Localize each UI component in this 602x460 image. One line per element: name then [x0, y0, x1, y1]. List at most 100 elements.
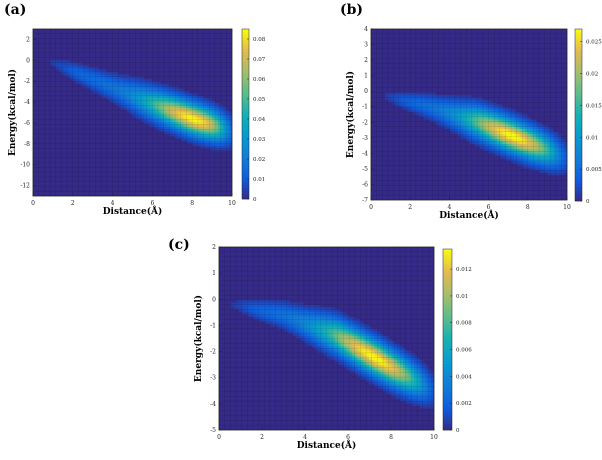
- heatmap-cell: [292, 316, 296, 320]
- heatmap-cell: [371, 338, 375, 341]
- heatmap-cell: [61, 60, 65, 63]
- heatmap-cell: [527, 158, 531, 161]
- heatmap-cell: [385, 379, 389, 382]
- heatmap-cell: [329, 314, 333, 317]
- heatmap-cell: [272, 324, 276, 327]
- heatmap-cell: [431, 384, 435, 387]
- heatmap-cell: [553, 151, 556, 154]
- heatmap-cell: [351, 367, 355, 370]
- heatmap-cell: [394, 350, 398, 353]
- heatmap-cell: [536, 168, 540, 171]
- heatmap-cell: [175, 95, 179, 99]
- heatmap-cell: [527, 134, 531, 137]
- heatmap-cell: [146, 119, 150, 123]
- colorbar-segment: [242, 85, 249, 89]
- heatmap-cell: [275, 309, 279, 313]
- heatmap-cell: [357, 336, 361, 339]
- heatmap-cell: [323, 314, 327, 317]
- heatmap-cell: [269, 309, 273, 313]
- heatmap-cell: [527, 126, 531, 130]
- heatmap-cell: [349, 364, 353, 368]
- heatmap-cell: [469, 136, 472, 139]
- heatmap-cell: [374, 331, 378, 334]
- heatmap-cell: [223, 138, 227, 142]
- heatmap-cell: [438, 121, 442, 125]
- heatmap-cell: [494, 121, 498, 125]
- heatmap-cell: [408, 357, 412, 361]
- heatmap-cell: [407, 109, 411, 113]
- heatmap-cell: [163, 129, 167, 132]
- heatmap-cell: [374, 374, 378, 378]
- heatmap-cell: [380, 379, 384, 382]
- heatmap-cell: [329, 309, 333, 313]
- heatmap-cell: [118, 105, 122, 108]
- heatmap-cell: [337, 331, 341, 334]
- heatmap-cell: [203, 107, 207, 111]
- y-tick-label: -3: [210, 375, 216, 382]
- heatmap-cell: [289, 307, 293, 310]
- heatmap-cell: [123, 83, 127, 87]
- colorbar-segment: [575, 57, 582, 61]
- colorbar-segment: [575, 115, 582, 119]
- heatmap-cell: [340, 316, 344, 320]
- heatmap-cell: [138, 95, 142, 99]
- heatmap-cell: [349, 348, 353, 351]
- heatmap-cell: [346, 328, 350, 332]
- heatmap-cell: [112, 74, 116, 77]
- heatmap-cell: [272, 304, 276, 308]
- heatmap-cell: [132, 88, 136, 92]
- heatmap-cell: [457, 109, 461, 113]
- heatmap-cell: [469, 99, 472, 103]
- heatmap-cell: [380, 372, 384, 375]
- heatmap-cell: [195, 114, 198, 118]
- heatmap-cell: [419, 401, 423, 404]
- heatmap-cell: [340, 314, 344, 317]
- heatmap-cell: [186, 117, 190, 120]
- heatmap-cell: [519, 131, 523, 135]
- heatmap-cell: [123, 100, 127, 104]
- heatmap-cell: [561, 146, 565, 149]
- heatmap-cell: [286, 312, 290, 315]
- heatmap-cell: [519, 156, 523, 159]
- heatmap-cell: [197, 112, 201, 115]
- heatmap-cell: [326, 324, 330, 327]
- y-tick-label: 0: [212, 296, 216, 303]
- heatmap-cell: [346, 350, 350, 353]
- heatmap-cell: [61, 67, 65, 70]
- heatmap-cell: [483, 124, 486, 127]
- heatmap-cell: [541, 163, 545, 166]
- heatmap-cell: [418, 109, 422, 113]
- heatmap-cell: [258, 316, 262, 320]
- heatmap-cell: [414, 391, 418, 394]
- heatmap-cell: [203, 143, 207, 146]
- heatmap-cell: [455, 124, 458, 127]
- heatmap-cell: [502, 151, 506, 154]
- heatmap-cell: [261, 299, 265, 303]
- heatmap-cell: [320, 316, 324, 320]
- heatmap-cell: [469, 102, 472, 105]
- heatmap-cell: [541, 126, 545, 130]
- heatmap-cell: [101, 79, 105, 82]
- heatmap-cell: [561, 156, 565, 159]
- heatmap-cell: [292, 324, 296, 327]
- heatmap-cell: [494, 141, 498, 144]
- heatmap-cell: [541, 146, 545, 149]
- heatmap-cell: [298, 307, 302, 310]
- heatmap-cell: [400, 372, 403, 375]
- colorbar-segment: [443, 303, 452, 307]
- heatmap-cell: [411, 379, 415, 382]
- heatmap-cell: [214, 124, 218, 127]
- heatmap-cell: [360, 355, 364, 358]
- heatmap-cell: [477, 121, 481, 125]
- heatmap-cell: [533, 153, 537, 157]
- heatmap-cell: [443, 99, 447, 103]
- heatmap-cell: [428, 386, 432, 390]
- heatmap-cell: [424, 92, 428, 95]
- heatmap-cell: [217, 148, 221, 151]
- heatmap-cell: [289, 312, 293, 315]
- heatmap-cell: [541, 129, 545, 132]
- heatmap-cell: [203, 98, 207, 101]
- heatmap-cell: [371, 333, 375, 337]
- heatmap-cell: [550, 141, 554, 144]
- heatmap-cell: [186, 93, 190, 96]
